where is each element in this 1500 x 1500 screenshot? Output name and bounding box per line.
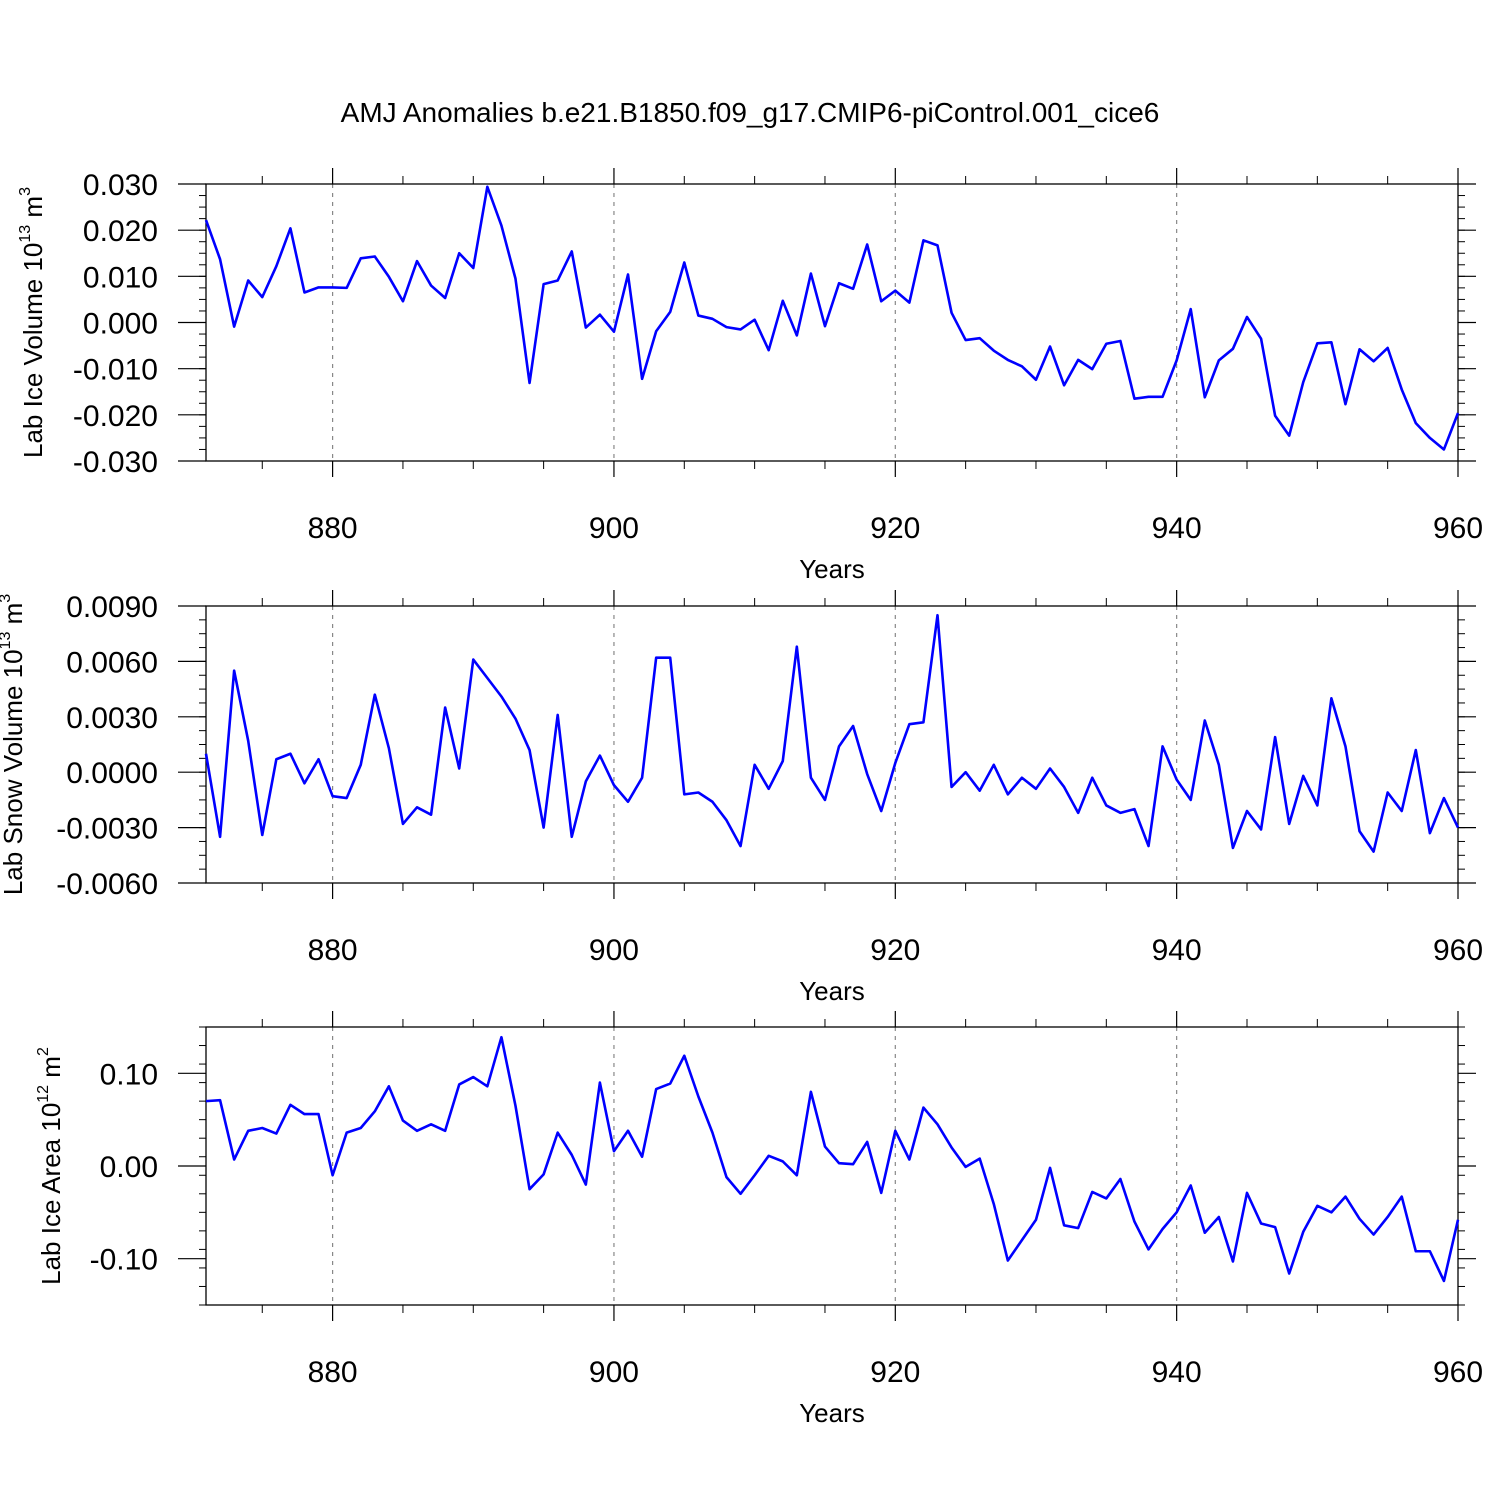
y-tick-label: 0.10 — [100, 1058, 158, 1091]
y-tick-label: -0.030 — [73, 446, 158, 479]
panels: 880 900 920 940 960 -0.030 -0.020 -0.010 0.000 0.… — [0, 168, 1483, 1428]
x-tick-label: 920 — [870, 512, 920, 545]
x-axis-label: Years — [799, 1398, 865, 1428]
x-tick-label: 900 — [589, 1356, 639, 1389]
y-tick-label: -0.0030 — [56, 813, 158, 846]
y-tick-label: 0.0090 — [66, 591, 158, 624]
y-label-superscript: 12 — [35, 1085, 52, 1103]
panel-1: 880 900 920 940 960 -0.030 -0.020 -0.010 0.000 0.… — [17, 168, 1483, 584]
x-tick-label: 940 — [1152, 934, 1202, 967]
x-tick-label: 900 — [589, 934, 639, 967]
y-label-text: Lab Ice Area 10 — [36, 1103, 66, 1285]
x-tick-label: 960 — [1433, 934, 1483, 967]
y-tick-label: 0.0060 — [66, 646, 158, 679]
x-tick-label: 900 — [589, 512, 639, 545]
x-axis-label: Years — [799, 554, 865, 584]
y-tick-label: 0.0000 — [66, 757, 158, 790]
y-tick-label: 0.010 — [83, 261, 158, 294]
y-label-superscript: 2 — [35, 1047, 52, 1056]
y-tick-label: 0.000 — [83, 308, 158, 341]
series-line — [204, 613, 1460, 853]
y-label-text: m — [0, 603, 28, 632]
x-tick-label: 880 — [308, 1356, 358, 1389]
y-axis-label: Lab Snow Volume 1013 m3 — [0, 594, 28, 895]
series-line — [205, 1035, 1460, 1283]
y-label-superscript: 3 — [0, 594, 14, 603]
y-tick-label: 0.0030 — [66, 702, 158, 735]
y-label-text: m — [36, 1056, 66, 1085]
y-label-superscript: 13 — [17, 225, 34, 243]
y-tick-label: 0.030 — [83, 169, 158, 202]
x-tick-label: 920 — [870, 1356, 920, 1389]
plot-frame — [205, 183, 1459, 462]
y-tick-label: -0.020 — [73, 400, 158, 433]
x-axis-label: Years — [799, 976, 865, 1006]
y-label-text: Lab Snow Volume 10 — [0, 649, 28, 895]
y-tick-label: 0.020 — [83, 215, 158, 248]
y-label-text: m — [18, 196, 48, 225]
x-tick-label: 960 — [1433, 1356, 1483, 1389]
y-tick-label: -0.0060 — [56, 868, 158, 901]
x-tick-label: 880 — [308, 934, 358, 967]
y-tick-label: 0.00 — [100, 1151, 158, 1184]
panel-2: 880 900 920 940 960 -0.0060 -0.0030 0.0000 0.003… — [0, 590, 1483, 1006]
y-axis-label: Lab Ice Volume 1013 m3 — [17, 187, 48, 458]
y-label-superscript: 3 — [17, 187, 34, 196]
y-axis-label: Lab Ice Area 1012 m2 — [35, 1047, 66, 1285]
figure-title: AMJ Anomalies b.e21.B1850.f09_g17.CMIP6-… — [341, 97, 1160, 128]
y-tick-label: -0.010 — [73, 354, 158, 387]
y-label-superscript: 13 — [0, 632, 14, 650]
x-tick-label: 960 — [1433, 512, 1483, 545]
plot-frame — [205, 1026, 1459, 1306]
y-tick-label: -0.10 — [90, 1244, 158, 1277]
plot-frame — [205, 605, 1459, 884]
x-tick-label: 920 — [870, 934, 920, 967]
x-tick-label: 880 — [308, 512, 358, 545]
x-tick-label: 940 — [1152, 512, 1202, 545]
x-tick-label: 940 — [1152, 1356, 1202, 1389]
y-label-text: Lab Ice Volume 10 — [18, 243, 48, 458]
series-line — [204, 185, 1460, 451]
panel-3: 880 900 920 940 960 -0.10 0.00 0.10 Years Lab Ice… — [35, 1011, 1483, 1428]
